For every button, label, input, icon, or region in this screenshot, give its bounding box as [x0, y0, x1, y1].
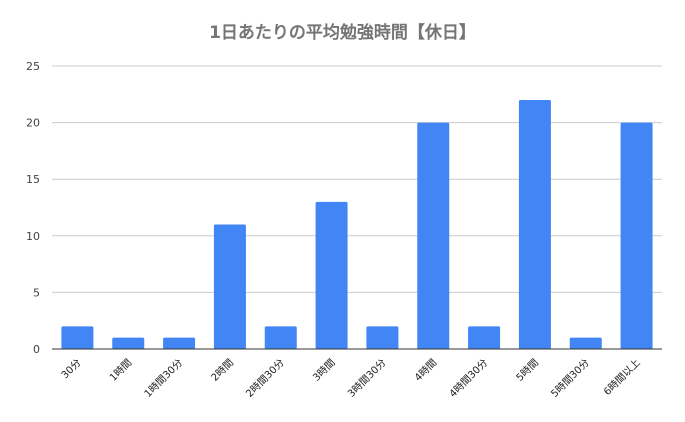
x-tick-label: 5時間30分	[549, 357, 592, 400]
x-tick-label: 2時間30分	[244, 357, 287, 400]
x-tick-label: 3時間30分	[345, 357, 388, 400]
chart-title: 1日あたりの平均勉強時間【休日】	[209, 23, 476, 43]
bar	[366, 326, 399, 349]
x-tick-label: 1時間	[107, 357, 134, 384]
x-tick-label: 1時間30分	[142, 357, 185, 400]
x-tick-label: 5時間	[514, 357, 541, 384]
x-axis-ticks: 30分 1時間 1時間30分 2時間 2時間30分 3時間 3時間30分 4時間 4時間30分 5…	[59, 357, 643, 400]
bar	[61, 326, 94, 349]
y-tick-label: 10	[26, 230, 40, 243]
y-tick-label: 0	[33, 343, 40, 356]
y-tick-label: 25	[26, 60, 40, 73]
x-tick-label: 3時間	[311, 357, 338, 384]
bar	[163, 337, 196, 349]
bar	[620, 122, 653, 349]
gridlines	[52, 65, 662, 293]
x-tick-label: 30分	[59, 357, 84, 382]
bar	[264, 326, 297, 349]
y-tick-label: 5	[33, 286, 40, 299]
bar	[112, 337, 145, 349]
bars	[61, 99, 653, 350]
y-axis-ticks: 0 5 10 15 20 25	[26, 60, 40, 356]
x-tick-label: 4時間30分	[447, 357, 490, 400]
x-tick-label: 2時間	[209, 357, 236, 384]
bar	[518, 99, 551, 350]
bar	[315, 201, 348, 349]
bar	[213, 224, 246, 349]
x-tick-label: 6時間以上	[601, 357, 642, 398]
y-tick-label: 20	[26, 117, 40, 130]
bar	[468, 326, 501, 349]
bar	[569, 337, 602, 349]
x-tick-label: 4時間	[412, 357, 439, 384]
bar	[417, 122, 450, 349]
y-tick-label: 15	[26, 173, 40, 186]
